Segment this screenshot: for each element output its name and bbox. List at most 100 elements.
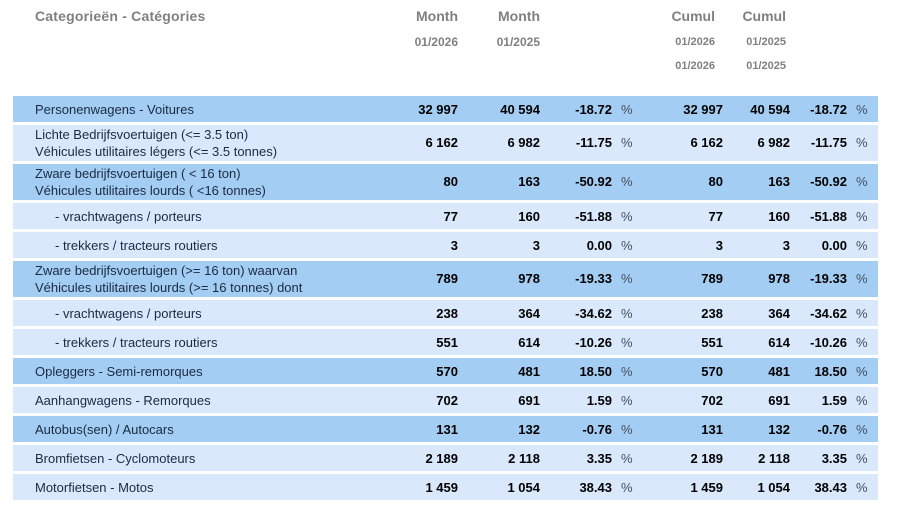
month-percent-value: -11.75 [575,135,612,150]
month-previous-value: 2 118 [508,450,540,466]
month-previous-value: 40 594 [500,101,540,117]
month-previous-value: 163 [518,174,540,189]
cumul-previous-value: 3 [782,237,790,253]
column-label: Month [498,8,540,24]
cumul-current-value: 702 [701,392,723,408]
percent-sign: % [856,271,868,286]
month-percent-value: 0.00 [586,237,612,253]
category-label-line: Motorfietsen - Motos [35,479,154,495]
table-row: Bromfietsen - Cyclomoteurs 2 189 2 118 3… [13,445,878,471]
category-label-line: - trekkers / tracteurs routiers [55,237,218,253]
cumul-previous-value: 691 [768,392,790,408]
percent-sign: % [621,271,633,286]
percent-sign: % [856,450,868,466]
category-label-line: Véhicules utilitaires lourds (>= 16 tonn… [35,280,303,295]
category-label-line: Personenwagens - Voitures [35,101,194,117]
cumul-previous-value: 481 [768,363,790,379]
month-current-value: 702 [436,392,458,408]
cumul-percent-value: -51.88 [810,208,847,224]
cumul-previous-value: 614 [768,334,790,350]
category-label-line: Zware bedrijfsvoertuigen (>= 16 ton) waa… [35,263,298,278]
cumul-percent-value: 3.35 [821,450,847,466]
table-row: - trekkers / tracteurs routiers 551 614 … [13,329,878,355]
month-previous-value: 3 [532,237,540,253]
category-column-header: Categorieën - Catégories [13,0,395,24]
month-percent-value: 1.59 [586,392,612,408]
category-label: Aanhangwagens - Remorques [13,392,395,409]
cumul-percent-value: -34.62 [810,305,847,321]
category-label: Motorfietsen - Motos [13,479,395,496]
category-label: Lichte Bedrijfsvoertuigen (<= 3.5 ton) Vé… [13,126,395,160]
percent-sign: % [856,392,868,408]
category-label-line: Véhicules utilitaires lourds ( <16 tonne… [35,183,266,198]
cumul-previous-value: 160 [768,208,790,224]
category-label-line: - trekkers / tracteurs routiers [55,334,218,350]
column-label: Month [416,8,458,24]
month-current-value: 3 [450,237,458,253]
month-current-value: 2 189 [425,450,458,466]
percent-sign: % [621,363,633,379]
percent-sign: % [621,450,633,466]
column-header-month-current: Month 01/2026 [395,0,458,49]
table-row: Zware bedrijfsvoertuigen ( < 16 ton) Véhi… [13,164,878,200]
percent-sign: % [621,135,633,150]
column-date: 01/2025 [496,35,540,49]
cumul-current-value: 77 [708,208,723,224]
month-percent-value: -51.88 [575,208,612,224]
category-label-line: Opleggers - Semi-remorques [35,363,203,379]
month-previous-value: 978 [518,271,540,286]
cumul-previous-value: 132 [768,421,790,437]
cumul-percent-value: -10.26 [810,334,847,350]
column-date: 01/2026 [675,36,715,48]
cumul-current-value: 80 [708,174,723,189]
table-row: Motorfietsen - Motos 1 459 1 054 38.43 %… [13,474,878,500]
category-label-line: Lichte Bedrijfsvoertuigen (<= 3.5 ton) [35,127,249,142]
category-label-line: Bromfietsen - Cyclomoteurs [35,450,196,466]
cumul-percent-value: -19.33 [810,271,847,286]
month-previous-value: 691 [518,392,540,408]
month-current-value: 131 [436,421,458,437]
table-row: - trekkers / tracteurs routiers 3 3 0.00… [13,232,878,258]
percent-sign: % [856,305,868,321]
month-previous-value: 6 982 [507,135,540,150]
cumul-percent-value: 38.43 [814,479,847,495]
category-label-line: - vrachtwagens / porteurs [55,208,202,224]
month-current-value: 77 [443,208,458,224]
cumul-current-value: 551 [701,334,723,350]
percent-sign: % [856,174,868,189]
table-row: - vrachtwagens / porteurs 238 364 -34.62… [13,300,878,326]
percent-sign: % [621,479,633,495]
table-row: Autobus(sen) / Autocars 131 132 -0.76 % … [13,416,878,442]
cumul-current-value: 570 [701,363,723,379]
month-previous-value: 481 [518,363,540,379]
percent-sign: % [856,363,868,379]
month-previous-value: 1 054 [507,479,540,495]
percent-sign: % [856,421,868,437]
percent-sign: % [856,479,868,495]
column-date: 01/2025 [746,36,786,48]
column-label: Cumul [742,8,786,24]
cumul-previous-value: 163 [768,174,790,189]
cumul-percent-value: 0.00 [821,237,847,253]
table-row: Personenwagens - Voitures 32 997 40 594 … [13,96,878,122]
month-current-value: 789 [436,271,458,286]
table-row: Opleggers - Semi-remorques 570 481 18.50… [13,358,878,384]
month-current-value: 1 459 [425,479,458,495]
category-label: Zware bedrijfsvoertuigen ( < 16 ton) Véhi… [13,165,395,199]
cumul-previous-value: 978 [768,271,790,286]
percent-sign: % [621,421,633,437]
cumul-current-value: 2 189 [690,450,723,466]
cumul-percent-value: -11.75 [810,135,847,150]
cumul-current-value: 789 [701,271,723,286]
cumul-current-value: 238 [701,305,723,321]
month-percent-value: -0.76 [582,421,612,437]
column-header-cumul-previous: Cumul 01/2025 01/2025 [723,0,790,72]
cumul-percent-value: -50.92 [810,174,847,189]
cumul-percent-value: 18.50 [814,363,847,379]
category-label-line: Véhicules utilitaires légers (<= 3.5 ton… [35,144,278,159]
percent-sign: % [856,101,868,117]
percent-sign: % [621,208,633,224]
category-label: Bromfietsen - Cyclomoteurs [13,450,395,467]
category-label: - vrachtwagens / porteurs [13,208,395,225]
category-label-line: - vrachtwagens / porteurs [55,305,202,321]
